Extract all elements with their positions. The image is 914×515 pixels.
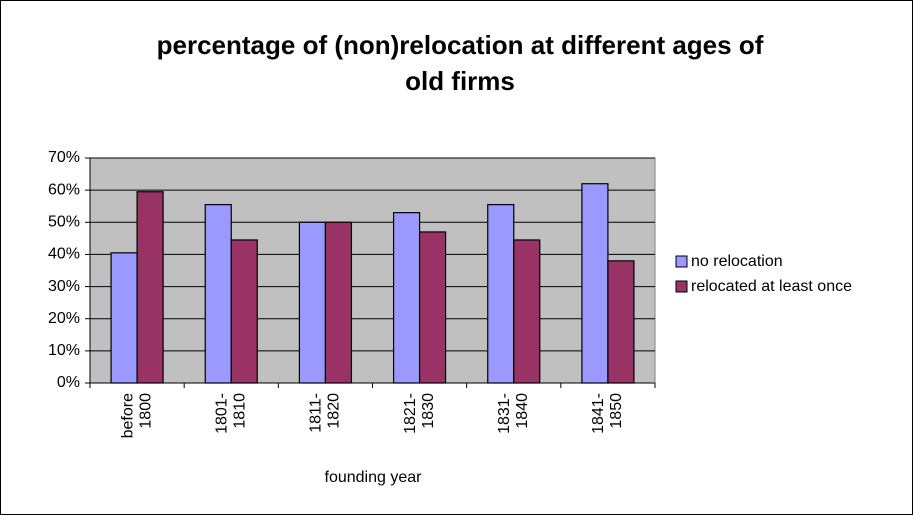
bar (298, 221, 327, 384)
chart-title: percentage of (non)relocation at differe… (157, 30, 764, 60)
legend-label: no relocation (691, 253, 783, 270)
x-tick-label: 1841- (590, 393, 607, 434)
bar (607, 260, 635, 384)
x-tick-label: before (119, 393, 136, 438)
x-tick-label: 1831- (496, 393, 513, 434)
bar (204, 204, 232, 384)
x-tick-label: 1801- (213, 393, 230, 434)
y-tick-label: 30% (48, 278, 80, 295)
legend-swatch (675, 255, 688, 268)
x-tick-label: 1830 (420, 393, 437, 429)
bar (230, 239, 258, 384)
x-tick-label: 1810 (231, 393, 248, 429)
x-tick-label: 1821- (402, 393, 419, 434)
y-tick-label: 20% (48, 310, 80, 327)
bar (581, 183, 609, 384)
y-tick-label: 10% (48, 342, 80, 359)
bar (324, 221, 353, 384)
x-tick-label: 1850 (608, 393, 625, 429)
x-axis-title: founding year (325, 469, 423, 486)
x-tick-label: 1800 (137, 393, 154, 429)
y-tick-label: 50% (48, 214, 80, 231)
bar (110, 252, 138, 384)
x-tick-label: 1840 (514, 393, 531, 429)
bar (513, 239, 541, 384)
legend-label: relocated at least once (691, 278, 852, 295)
bar (487, 204, 515, 384)
y-tick-label: 0% (57, 374, 80, 391)
bar (136, 191, 164, 384)
bar (392, 212, 421, 384)
legend-swatch (675, 280, 688, 293)
x-tick-label: 1811- (308, 393, 325, 433)
y-tick-label: 60% (48, 181, 80, 198)
plot-area (89, 157, 656, 384)
x-tick-label: 1820 (326, 393, 343, 429)
y-tick-label: 40% (48, 246, 80, 263)
chart-title: old firms (405, 66, 515, 96)
y-tick-label: 70% (48, 149, 80, 166)
bar (418, 231, 447, 384)
